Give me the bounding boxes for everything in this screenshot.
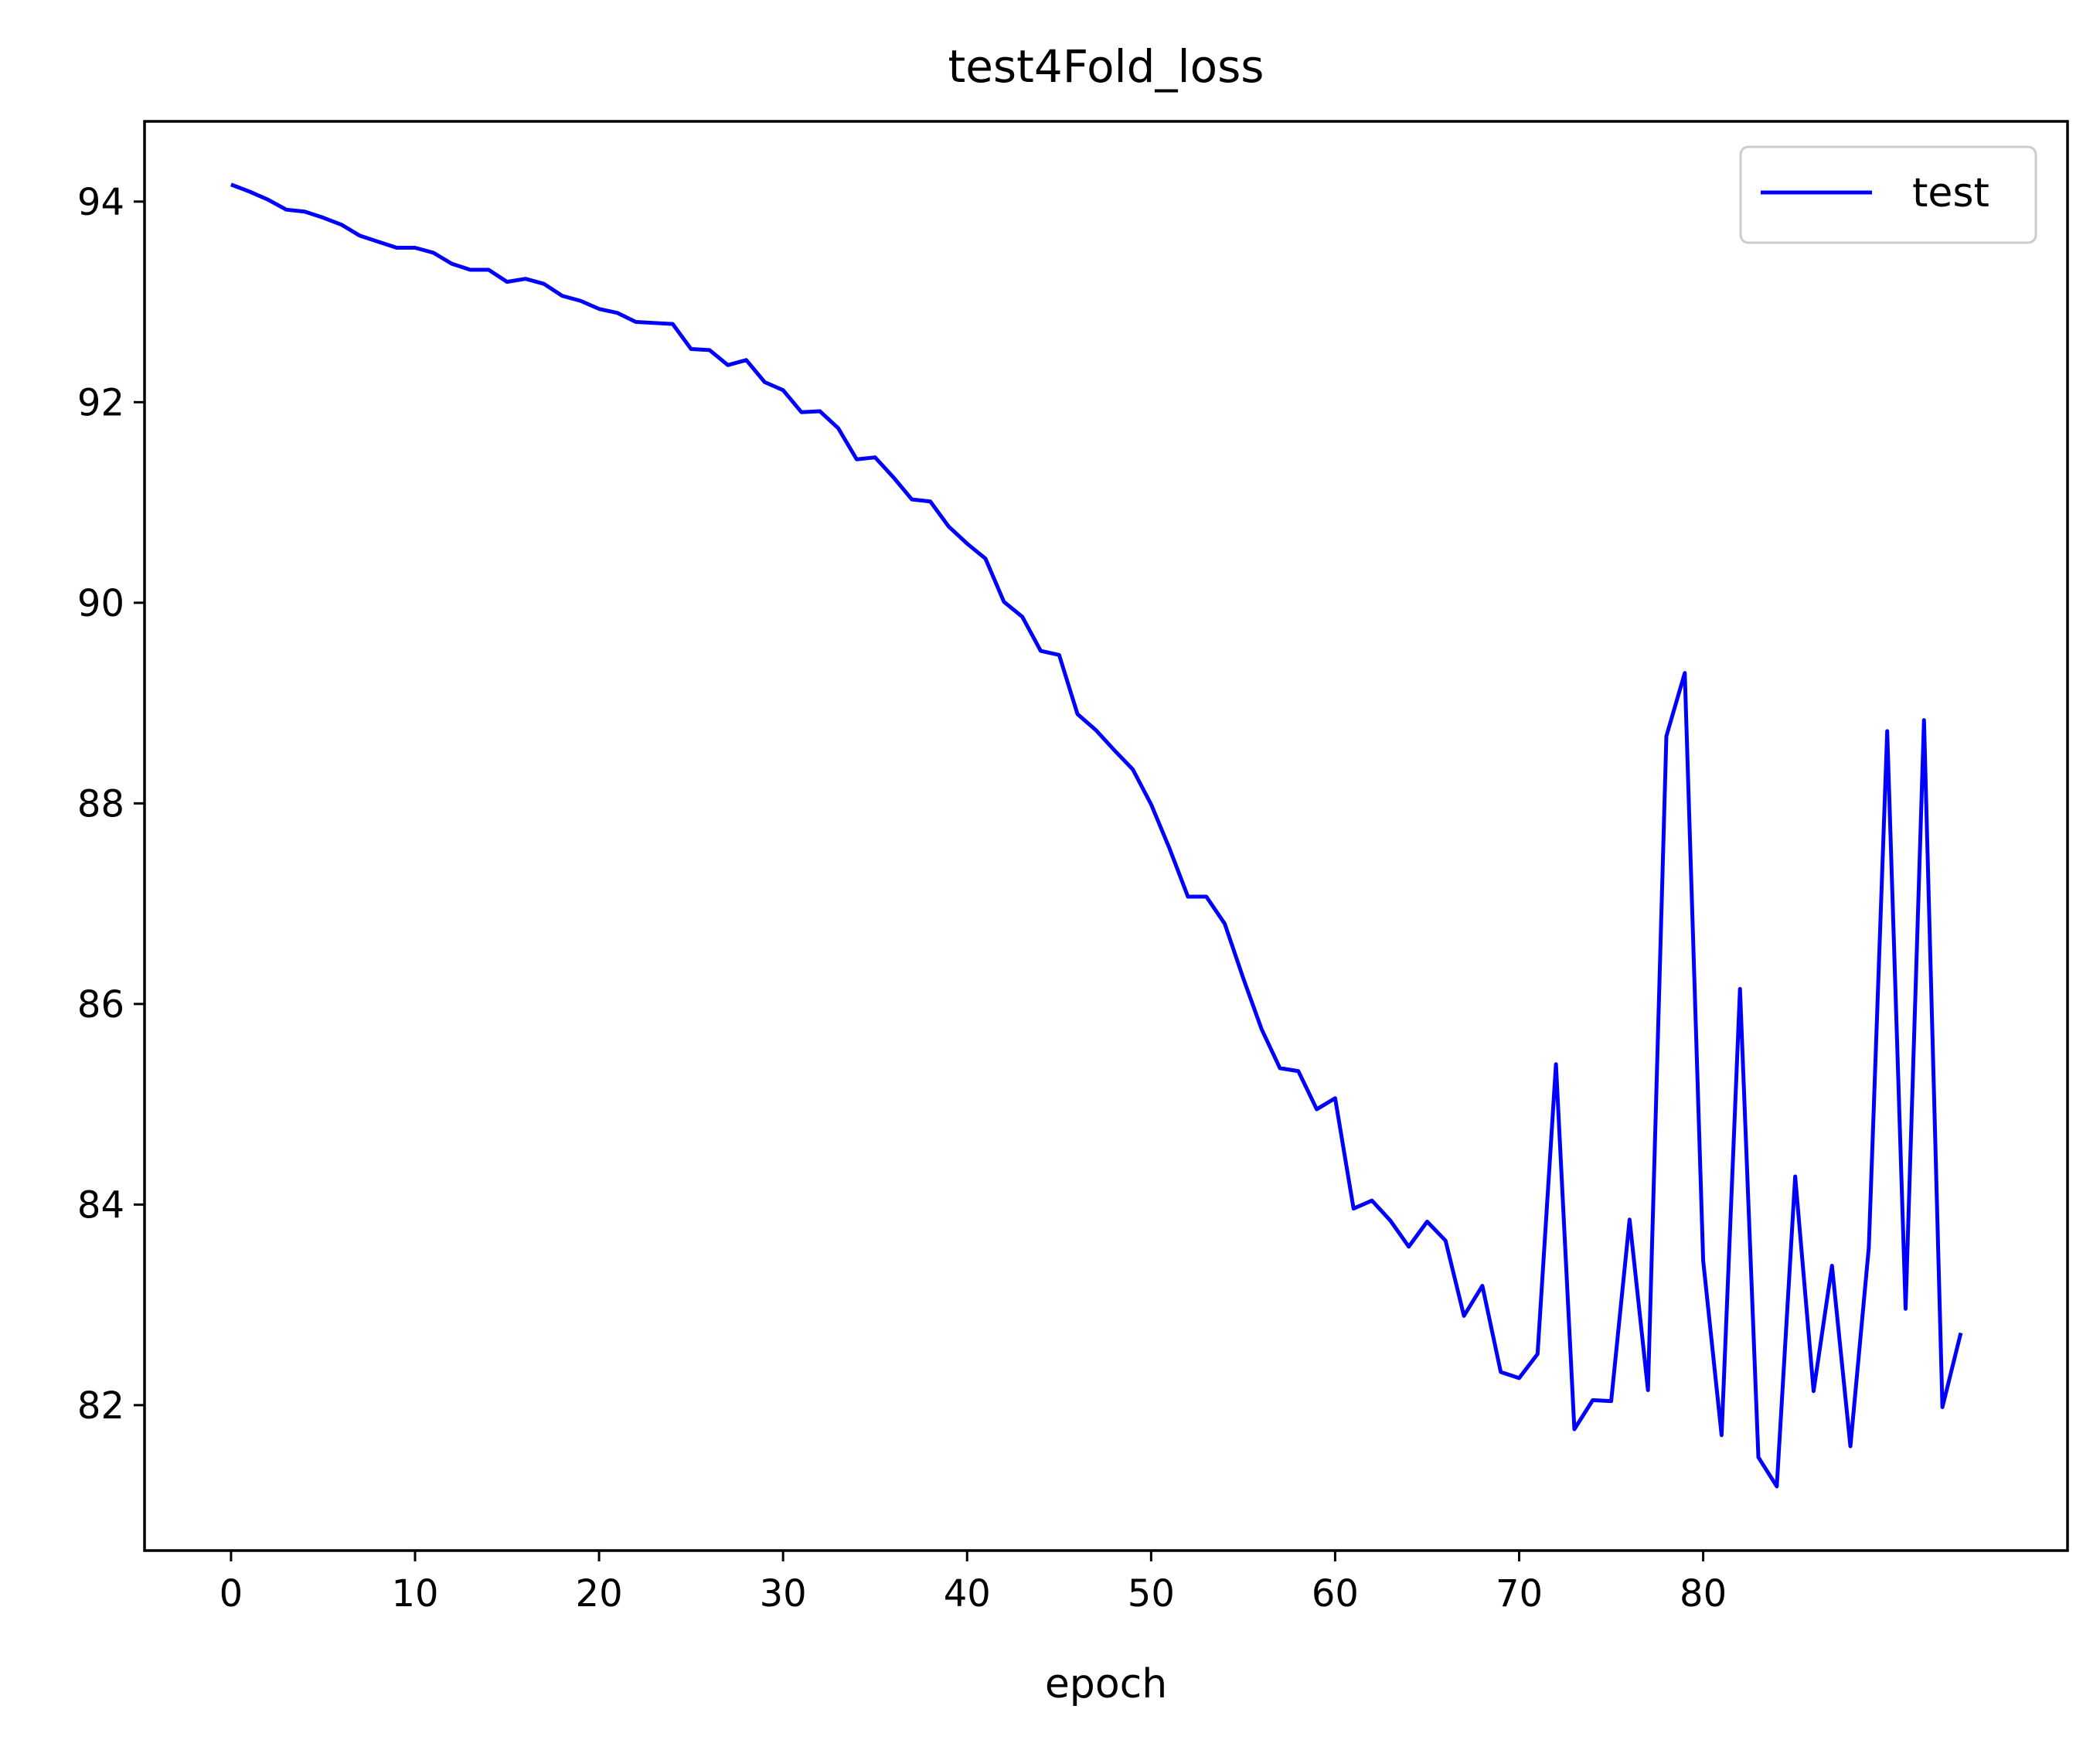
series-line-test xyxy=(230,182,1963,1489)
legend-label-test: test xyxy=(1912,170,1989,216)
legend-box xyxy=(1739,145,2037,244)
x-tick-label: 50 xyxy=(1128,1572,1175,1616)
x-tick-label: 60 xyxy=(1312,1572,1359,1616)
x-tick-label: 80 xyxy=(1680,1572,1727,1616)
x-tick-label: 10 xyxy=(391,1572,438,1616)
y-axis-ticks: 82 84 86 88 90 92 94 xyxy=(77,181,145,1428)
x-tick-label: 20 xyxy=(576,1572,623,1616)
plot-area xyxy=(230,182,1963,1489)
x-tick-label: 30 xyxy=(760,1572,807,1616)
legend: test xyxy=(1739,145,2037,244)
y-tick-label: 86 xyxy=(77,983,124,1027)
x-axis-label: epoch xyxy=(1045,1661,1167,1707)
x-axis-ticks: 0 10 20 30 40 50 60 70 80 xyxy=(220,1551,1727,1616)
y-tick-label: 92 xyxy=(77,381,124,424)
y-tick-label: 90 xyxy=(77,582,124,625)
x-tick-label: 40 xyxy=(944,1572,991,1616)
y-tick-label: 84 xyxy=(77,1183,124,1227)
y-tick-label: 94 xyxy=(77,181,124,224)
y-tick-label: 88 xyxy=(77,782,124,826)
plot-frame xyxy=(143,120,2069,1552)
chart-title: test4Fold_loss xyxy=(948,40,1264,93)
x-tick-label: 70 xyxy=(1496,1572,1543,1616)
y-tick-label: 82 xyxy=(77,1384,124,1428)
x-tick-label: 0 xyxy=(220,1572,243,1616)
